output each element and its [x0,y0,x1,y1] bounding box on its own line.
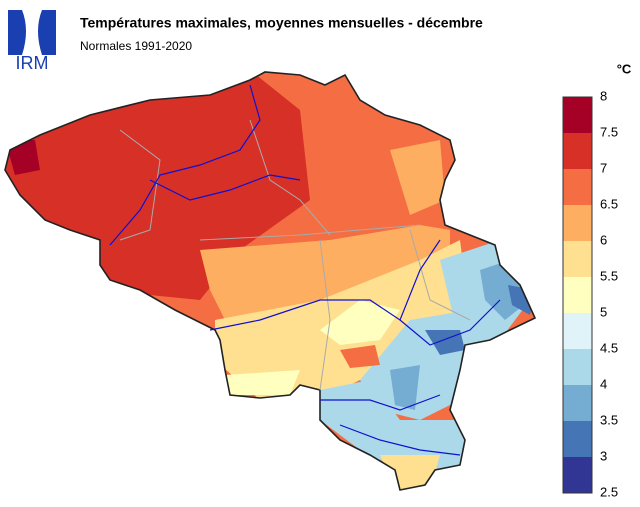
legend-tick-label: 3.5 [600,412,618,427]
legend-tick-label: 5.5 [600,268,618,283]
legend-swatch [563,97,592,133]
legend-swatch [563,205,592,241]
legend-swatch [563,133,592,169]
legend-tick-label: 6 [600,232,607,247]
province-borders [119,119,471,391]
legend-swatch [563,349,592,385]
legend-tick-label: 7 [600,160,607,175]
legend-swatch [563,313,592,349]
rivers [109,84,501,456]
legend-tick-label: 2.5 [600,484,618,499]
legend-swatch [563,241,592,277]
legend-tick-label: 8 [600,88,607,103]
legend-tick-label: 4.5 [600,340,618,355]
legend-tick-label: 3 [600,448,607,463]
logo-text: IRM [16,53,49,73]
title: Températures maximales, moyennes mensuel… [80,15,483,31]
legend-unit: °C [617,61,632,76]
legend-swatch [563,457,592,493]
legend-swatch [563,277,592,313]
subtitle: Normales 1991-2020 [80,39,192,53]
legend-swatch [563,385,592,421]
legend: 8 7.5 7 6.5 6 5.5 5 4.5 4 3.5 3 2.5 [562,88,618,499]
legend-swatch [563,421,592,457]
legend-tick-label: 6.5 [600,196,618,211]
map [5,72,535,490]
legend-frame [562,96,593,494]
legend-swatch [563,169,592,205]
legend-tick-label: 5 [600,304,607,319]
legend-tick-label: 7.5 [600,124,618,139]
logo: IRM [8,10,56,73]
legend-tick-label: 4 [600,376,607,391]
